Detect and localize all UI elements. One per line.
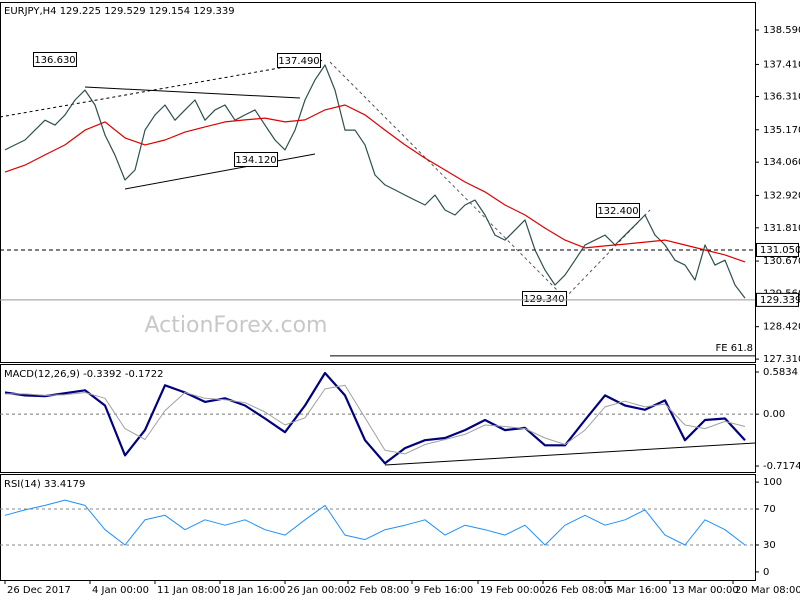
- y-tick-label: 100: [763, 477, 782, 488]
- y-tick-label: 132.920: [763, 190, 800, 201]
- level-label: 129.339: [760, 295, 800, 306]
- y-tick-label: 128.420: [763, 322, 800, 333]
- y-tick-label: 70: [763, 504, 776, 515]
- y-tick-label: 137.410: [763, 59, 800, 70]
- x-tick-label: 9 Feb 16:00: [414, 585, 473, 596]
- macd-panel: [0, 364, 756, 473]
- y-tick-label: 0.00: [763, 409, 785, 420]
- annotation: 132.400: [596, 203, 640, 218]
- x-tick-label: 26 Dec 2017: [7, 585, 71, 596]
- rsi-panel: [0, 474, 756, 581]
- series-line: [4, 64, 746, 299]
- rsi-title: RSI(14) 33.4179: [4, 479, 85, 490]
- annotation-box: [277, 53, 321, 68]
- annotation-box: [33, 52, 77, 67]
- annotation-box: [234, 152, 278, 167]
- trendline: [84, 86, 301, 99]
- level-box: [756, 242, 799, 257]
- x-tick-label: 20 Mar 08:00: [735, 585, 800, 596]
- y-tick-label: 138.590: [763, 25, 800, 36]
- annotation-box: [596, 203, 640, 218]
- trendline: [0, 59, 326, 118]
- annotation: 137.490: [277, 53, 321, 68]
- x-tick-label: 18 Jan 16:00: [222, 585, 285, 596]
- series-line: [4, 104, 746, 263]
- y-tick-label: 135.170: [763, 125, 800, 136]
- trendlines: [0, 59, 756, 466]
- x-tick-label: 2 Feb 08:00: [350, 585, 409, 596]
- annotation-label: 137.490: [278, 56, 319, 67]
- y-tick-label: 131.810: [763, 223, 800, 234]
- trendline: [124, 153, 316, 190]
- price-panel: [0, 2, 756, 363]
- macd-title: MACD(12,26,9) -0.3392 -0.1722: [4, 369, 164, 380]
- x-tick-label: 5 Mar 16:00: [607, 585, 667, 596]
- level-box: [756, 292, 799, 307]
- series-line: [4, 499, 746, 546]
- series-line: [5, 384, 746, 455]
- x-tick-label: 19 Feb 00:00: [480, 585, 546, 596]
- annotation: 136.630: [33, 52, 77, 67]
- price-title: EURJPY,H4 129.225 129.529 129.154 129.33…: [4, 6, 235, 17]
- level-label: 131.050: [760, 245, 800, 256]
- fe-label: FE 61.8: [715, 343, 753, 354]
- watermark: ActionForex.com: [145, 313, 328, 338]
- series-line: [4, 371, 746, 465]
- x-tick-label: 26 Feb 08:00: [545, 585, 611, 596]
- y-tick-label: 0: [763, 567, 769, 578]
- x-tick-label: 26 Jan 00:00: [287, 585, 350, 596]
- x-tick-label: 4 Jan 00:00: [92, 585, 149, 596]
- annotation-label: 132.400: [597, 206, 638, 217]
- y-tick-label: 134.060: [763, 157, 800, 168]
- trendline: [329, 61, 566, 299]
- x-tick-label: 11 Jan 08:00: [157, 585, 220, 596]
- annotation-label: 136.630: [34, 55, 75, 66]
- annotation: 129.340: [522, 291, 567, 306]
- y-tick-label: 136.310: [763, 92, 800, 103]
- y-tick-label: -0.7174: [763, 461, 800, 472]
- y-tick-label: 130.670: [763, 256, 800, 267]
- x-tick-label: 13 Mar 00:00: [672, 585, 739, 596]
- annotation-label: 134.120: [235, 155, 276, 166]
- annotation: 134.120: [234, 152, 278, 167]
- y-tick-label: 127.310: [763, 354, 800, 365]
- y-tick-label: 30: [763, 540, 776, 551]
- trendline: [564, 209, 651, 299]
- trendline: [384, 442, 756, 466]
- annotation-box: [522, 291, 567, 306]
- y-tick-label: 0.5834: [763, 367, 798, 378]
